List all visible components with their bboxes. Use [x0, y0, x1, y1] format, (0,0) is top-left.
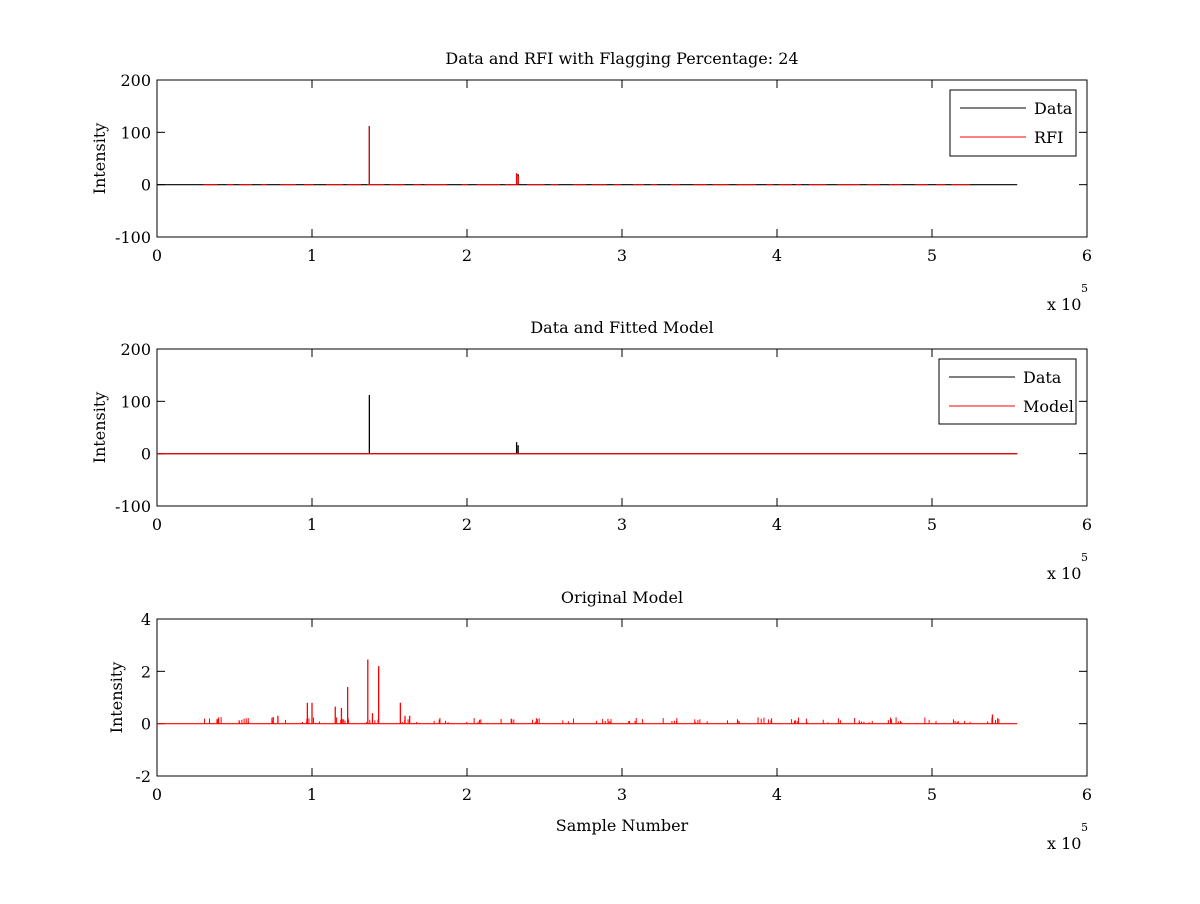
y-tick-label: 100: [120, 392, 151, 411]
series-data: [157, 126, 1018, 186]
y-tick-label: -2: [135, 767, 151, 786]
y-tick-label: 0: [141, 715, 151, 734]
x-exponent-power: 5: [1081, 821, 1088, 834]
x-exponent-label: x 10: [1047, 834, 1081, 853]
legend-label: Data: [1023, 368, 1062, 387]
y-axis-label: Intensity: [90, 392, 109, 464]
x-tick-label: 1: [307, 246, 317, 265]
x-tick-label: 5: [927, 515, 937, 534]
y-tick-label: -100: [115, 228, 151, 247]
y-tick-label: 0: [141, 445, 151, 464]
y-tick-label: 100: [120, 123, 151, 142]
x-tick-label: 3: [617, 785, 627, 804]
y-tick-label: -100: [115, 497, 151, 516]
y-tick-label: 200: [120, 71, 151, 90]
x-tick-label: 1: [307, 515, 317, 534]
x-tick-label: 6: [1082, 785, 1092, 804]
legend-label: RFI: [1034, 128, 1063, 147]
axes-box: [156, 79, 1088, 238]
series-rfi: [203, 126, 971, 186]
x-exponent-power: 5: [1081, 551, 1088, 564]
chart-title: Data and Fitted Model: [530, 318, 713, 337]
x-tick-label: 5: [927, 246, 937, 265]
x-axis-label: Sample Number: [556, 816, 689, 835]
legend-label: Data: [1034, 99, 1073, 118]
legend-label: Model: [1023, 397, 1074, 416]
legend: Data RFI: [949, 89, 1077, 157]
chart-title: Data and RFI with Flagging Percentage: 2…: [445, 49, 798, 68]
x-tick-label: 2: [462, 785, 472, 804]
x-tick-label: 1: [307, 785, 317, 804]
x-tick-label: 0: [152, 785, 162, 804]
x-exponent-label: x 10: [1047, 295, 1081, 314]
x-tick-label: 4: [772, 246, 782, 265]
legend-box: [949, 89, 1077, 157]
y-axis-label: Intensity: [90, 123, 109, 195]
x-tick-label: 4: [772, 785, 782, 804]
legend-box: [938, 358, 1077, 425]
series-model-values: [157, 659, 1018, 725]
y-tick-label: 2: [141, 662, 151, 681]
axes-box: [156, 618, 1088, 777]
y-axis-label: Intensity: [107, 662, 126, 734]
x-exponent-label: x 10: [1047, 564, 1081, 583]
x-tick-label: 2: [462, 515, 472, 534]
x-tick-label: 3: [617, 515, 627, 534]
x-tick-label: 6: [1082, 246, 1092, 265]
x-tick-label: 3: [617, 246, 627, 265]
x-tick-label: 0: [152, 515, 162, 534]
chart-title: Original Model: [561, 588, 683, 607]
x-tick-label: 4: [772, 515, 782, 534]
legend: Data Model: [938, 358, 1077, 425]
y-tick-label: 200: [120, 340, 151, 359]
x-tick-label: 5: [927, 785, 937, 804]
x-tick-label: 0: [152, 246, 162, 265]
y-tick-label: 4: [141, 610, 151, 629]
x-tick-label: 6: [1082, 515, 1092, 534]
x-exponent-power: 5: [1081, 282, 1088, 295]
y-tick-label: 0: [141, 176, 151, 195]
x-tick-label: 2: [462, 246, 472, 265]
series-data: [157, 395, 1018, 455]
